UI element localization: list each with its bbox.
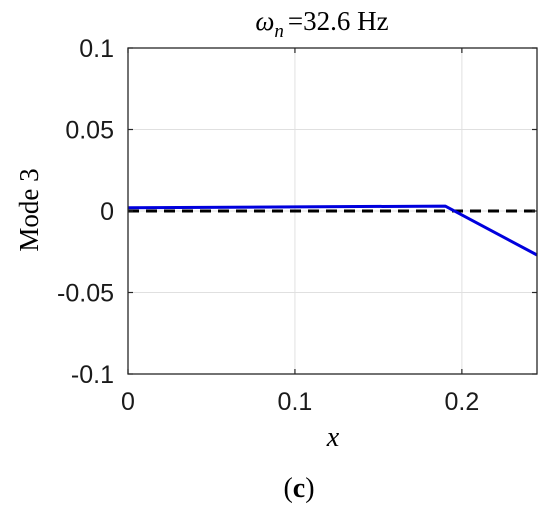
title-omega: ω [255,6,274,36]
y-tick-label: 0.1 [79,35,114,63]
x-tick-label: 0.2 [444,388,479,416]
caption-close-paren: ) [305,473,314,504]
mode-shape-line [127,204,538,257]
x-tick-label: 0.1 [278,388,313,416]
figure-caption: (c) [283,473,314,504]
x-tick-label: 0 [121,388,135,416]
y-tick-label: -0.1 [71,361,114,389]
caption-letter: c [293,473,305,504]
y-tick-label: -0.05 [57,280,114,308]
y-axis-label: Mode 3 [14,168,44,251]
tick-marks [127,47,537,375]
caption-open-paren: ( [283,473,292,504]
y-tick-labels: 0.1 0.05 0 -0.05 -0.1 [57,35,114,389]
chart-title: ωn =32.6 Hz [255,6,388,42]
x-tick-labels: 0 0.1 0.2 [121,388,479,416]
title-subscript: n [274,21,284,42]
y-tick-label: 0 [100,198,114,226]
title-value: =32.6 Hz [288,6,389,36]
series-layer [127,204,538,257]
x-axis-label: x [326,422,340,453]
y-tick-label: 0.05 [65,117,114,145]
